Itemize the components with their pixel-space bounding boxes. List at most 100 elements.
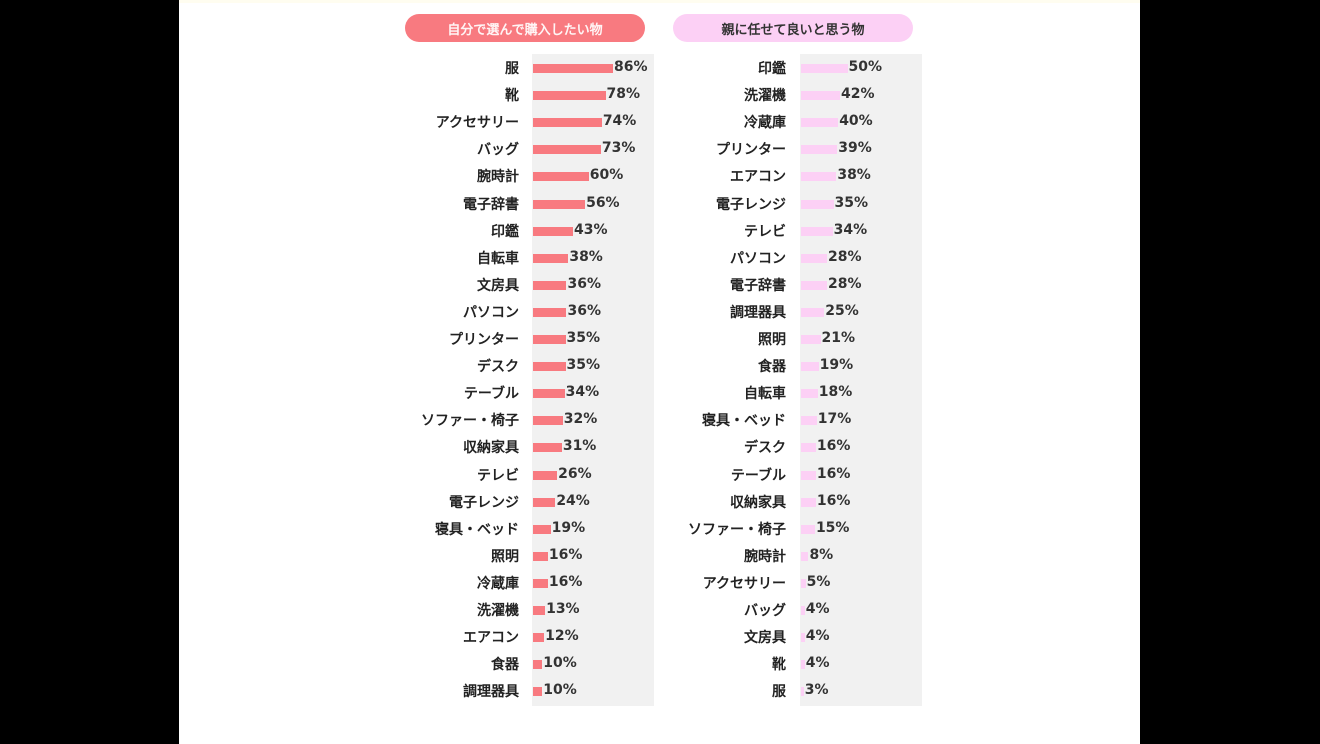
bar — [533, 497, 556, 507]
value-label: 10% — [543, 655, 577, 672]
value-label: 39% — [838, 140, 872, 157]
value-label: 32% — [563, 411, 598, 428]
bar — [801, 606, 805, 615]
bar — [533, 687, 543, 697]
bar — [801, 280, 828, 290]
category-label: プリンター — [716, 142, 786, 159]
value-label: 10% — [543, 682, 577, 699]
value-label: 34% — [565, 384, 600, 401]
category-label: 照明 — [758, 332, 786, 348]
category-label: テーブル — [463, 386, 519, 403]
bar — [533, 172, 589, 182]
value-label: 50% — [848, 59, 883, 75]
bar — [533, 443, 562, 453]
bar — [801, 416, 817, 426]
bar — [801, 660, 805, 670]
value-label: 31% — [562, 438, 597, 455]
category-label: 照明 — [491, 548, 519, 565]
value-label: 36% — [567, 302, 601, 319]
bar — [533, 118, 602, 128]
value-label: 19% — [819, 357, 854, 374]
value-label: 16% — [548, 573, 583, 590]
value-label: 16% — [548, 546, 583, 563]
bar — [801, 172, 837, 182]
value-label: 86% — [613, 59, 648, 75]
value-label: 74% — [602, 113, 637, 130]
value-label: 56% — [586, 194, 620, 211]
bar — [533, 280, 567, 290]
bar — [801, 578, 806, 588]
value-label: 28% — [828, 248, 862, 265]
category-label: 印鑑 — [758, 61, 786, 77]
bar — [801, 307, 825, 317]
bar — [533, 578, 548, 588]
value-label: 78% — [606, 86, 641, 103]
category-label: 冷蔵庫 — [477, 575, 519, 592]
bar — [533, 470, 558, 480]
bar — [533, 389, 565, 399]
category-label: パソコン — [463, 304, 519, 321]
value-label: 36% — [567, 275, 601, 292]
value-label: 42% — [841, 86, 875, 103]
bar — [801, 91, 841, 101]
value-label: 26% — [558, 465, 592, 482]
bar — [533, 660, 543, 670]
bar — [533, 199, 586, 209]
category-label: テーブル — [730, 467, 786, 484]
category-label: バッグ — [477, 142, 519, 159]
bar — [801, 253, 828, 263]
bar — [533, 145, 601, 155]
category-label: 電子レンジ — [449, 494, 519, 511]
value-label: 38% — [837, 167, 871, 184]
value-label: 19% — [551, 519, 586, 536]
value-label: 35% — [834, 194, 869, 211]
value-label: 4% — [805, 601, 830, 617]
bar — [533, 551, 548, 561]
value-label: 21% — [821, 330, 856, 346]
bar — [801, 497, 816, 507]
category-label: 靴 — [772, 657, 786, 674]
bar — [801, 470, 816, 480]
category-label: 靴 — [505, 88, 519, 105]
bar — [533, 362, 566, 372]
category-label: 自転車 — [477, 250, 519, 267]
category-label: 腕時計 — [744, 548, 786, 565]
bar — [533, 606, 546, 615]
category-label: 腕時計 — [477, 169, 519, 186]
category-label: 寝具・ベッド — [435, 521, 519, 538]
value-label: 4% — [805, 655, 830, 672]
bar — [533, 253, 569, 263]
category-label: 電子辞書 — [463, 196, 519, 213]
category-label: デスク — [744, 440, 786, 457]
left-chart-title-text: 自分で選んで購入したい物 — [447, 22, 603, 38]
value-label: 15% — [815, 519, 850, 536]
value-label: 35% — [566, 357, 601, 374]
category-label: 自転車 — [744, 386, 786, 403]
category-label: テレビ — [477, 467, 519, 484]
value-label: 35% — [566, 330, 601, 346]
category-label: 電子レンジ — [716, 196, 786, 213]
value-label: 40% — [839, 113, 873, 130]
value-label: 4% — [805, 628, 830, 645]
bar — [801, 687, 804, 697]
category-label: パソコン — [730, 250, 786, 267]
bar — [801, 443, 816, 453]
category-label: アクセサリー — [702, 575, 786, 592]
value-label: 73% — [601, 140, 636, 157]
bar — [801, 118, 839, 128]
category-label: 調理器具 — [463, 684, 519, 701]
category-label: 印鑑 — [491, 223, 519, 240]
category-label: ソファー・椅子 — [688, 521, 786, 538]
category-label: プリンター — [449, 332, 519, 348]
category-label: エアコン — [730, 169, 786, 186]
bar — [801, 64, 848, 73]
bar — [533, 64, 613, 73]
bar — [801, 524, 815, 534]
bar — [801, 551, 809, 561]
bar — [533, 226, 573, 236]
bar — [801, 389, 818, 399]
category-label: アクセサリー — [435, 115, 519, 132]
value-label: 25% — [825, 302, 859, 319]
bar — [533, 335, 566, 344]
value-label: 13% — [546, 601, 580, 617]
